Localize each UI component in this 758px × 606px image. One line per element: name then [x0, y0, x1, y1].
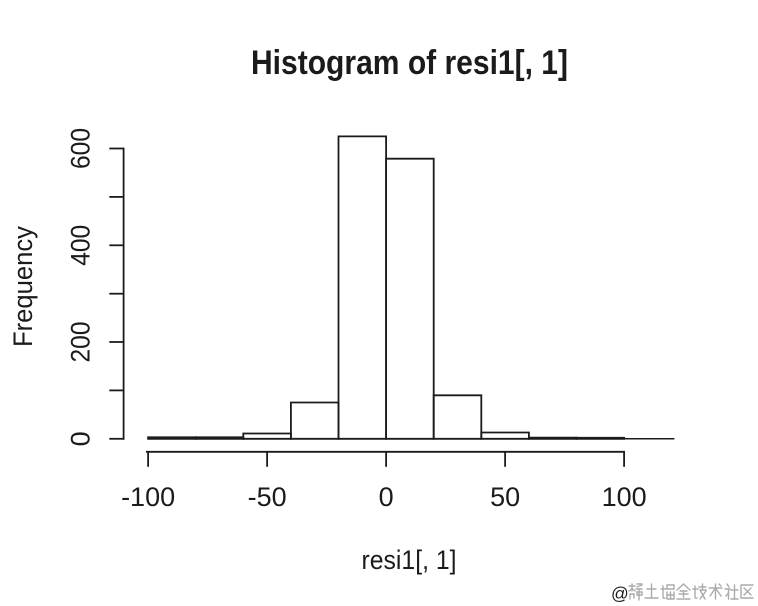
svg-text:50: 50 [490, 482, 520, 512]
svg-text:-100: -100 [121, 482, 175, 512]
svg-text:@: @ [611, 584, 629, 604]
svg-text:0: 0 [379, 482, 394, 512]
svg-text:400: 400 [66, 225, 96, 266]
svg-text:-50: -50 [248, 482, 287, 512]
svg-text:Histogram of resi1[, 1]: Histogram of resi1[, 1] [251, 44, 568, 82]
svg-text:0: 0 [66, 431, 96, 446]
svg-text:600: 600 [66, 128, 96, 169]
svg-text:Frequency: Frequency [8, 226, 38, 347]
svg-text:100: 100 [602, 482, 647, 512]
svg-text:200: 200 [66, 322, 96, 363]
svg-text:resi1[, 1]: resi1[, 1] [362, 545, 457, 575]
